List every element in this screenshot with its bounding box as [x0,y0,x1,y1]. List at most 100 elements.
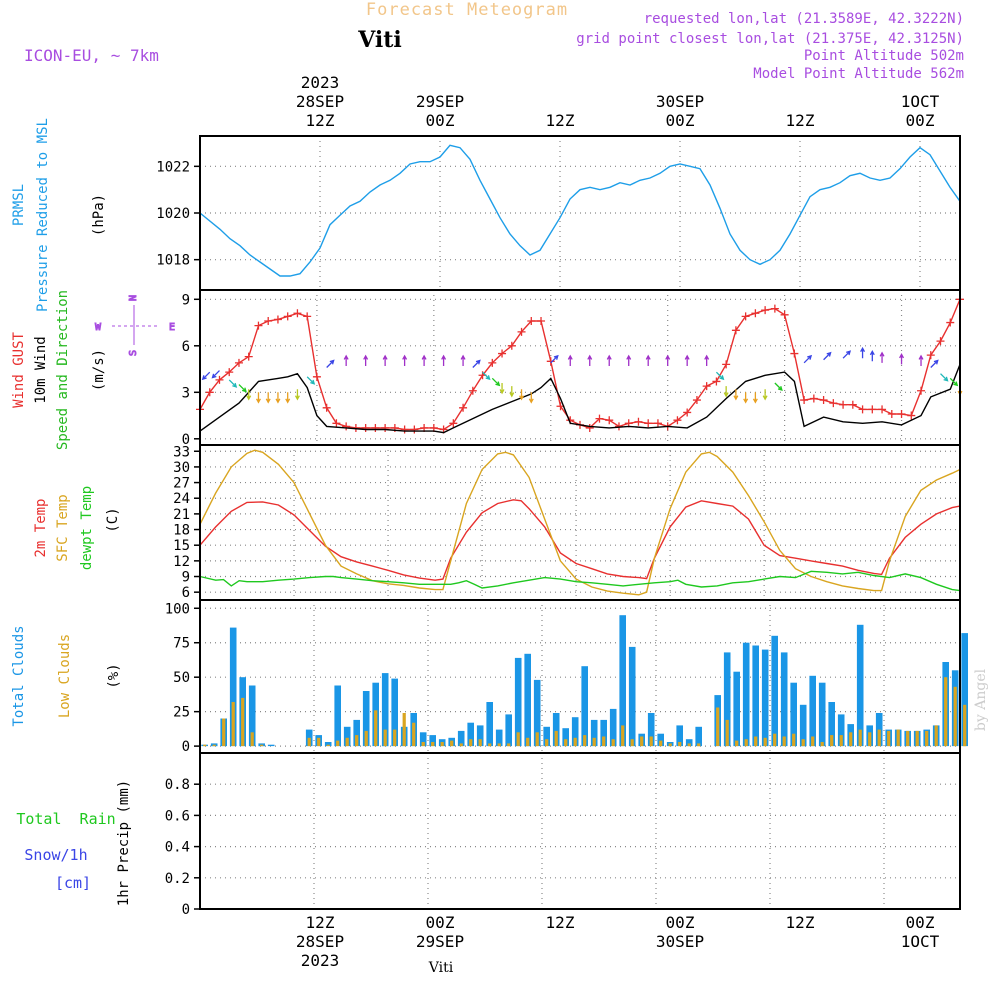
gust-marker [741,312,750,321]
total-cloud-bar [723,652,731,747]
low-cloud-bar [507,743,511,747]
gust-marker [381,423,390,432]
wind-arrow [441,354,447,366]
time-label: 12Z [786,913,815,932]
low-cloud-bar [431,742,435,747]
low-cloud-bar [839,735,843,747]
series-10m-wind [199,364,961,434]
wind-arrow [499,383,505,395]
y-tick-label: 0.8 [165,777,190,793]
total-cloud-bar [543,726,550,747]
total-cloud-bar [619,615,626,747]
total-cloud-bar [695,726,702,747]
wind-arrow [402,354,408,366]
closest-coords: grid point closest lon,lat (21.375E, 42.… [576,31,964,47]
wind-arrow [752,392,758,404]
low-cloud-bar [678,742,682,747]
y-tick-label: 0.6 [165,808,190,824]
low-cloud-bar [326,744,330,747]
total-cloud-bar [248,685,256,747]
y-tick-label: 9 [182,292,190,308]
total-cloud-bar [647,713,655,747]
gust-marker [244,352,253,361]
time-label: 29SEP [416,932,464,951]
wind-arrow [519,389,525,401]
wind-arrow [733,389,739,401]
time-label: 30SEP [656,92,704,111]
low-cloud-bar [364,730,368,747]
wind-arrow [949,377,959,387]
gust-marker [887,410,896,418]
gust-marker [839,400,848,409]
total-cloud-bar [457,730,465,747]
chart-title: Forecast Meteogram [366,0,568,20]
snow-unit-label: [cm] [55,874,91,892]
y-tick-label: 27 [173,476,190,492]
time-label: 2023 [301,73,340,92]
low-cloud-bar [469,739,473,747]
y-tick-label: 0 [182,432,190,448]
low-cloud-bar [497,743,501,747]
wind-arrow [228,379,238,388]
y-tick-label: 12 [173,554,190,570]
y-tick-label: 30 [173,460,190,476]
wind-arrow [879,351,885,363]
low-cloud-bar [231,702,235,747]
wind-arrow [238,384,247,393]
gust-marker [907,411,916,420]
temp-unit: (C) [105,507,121,532]
low-cloud-bar [393,729,397,747]
total-cloud-bar [581,666,588,747]
low-cloud-bar [222,718,226,747]
gust-marker [644,419,653,428]
wind-gust-label: Wind GUST [11,332,27,408]
low-cloud-bar [336,740,340,747]
gust-marker [322,403,331,412]
gust-marker [634,417,643,426]
low-cloud-bar [896,729,900,747]
low-cloud-bar [317,737,321,747]
y-tick-label: 3 [182,385,190,401]
low-cloud-bar [554,730,558,747]
gust-marker [264,317,273,325]
wind-arrow [482,371,491,381]
time-label: 29SEP [416,92,464,111]
total-cloud-bar [600,719,607,747]
pressure-unit: (hPa) [91,194,107,236]
compass-n: N [128,295,139,301]
y-tick-label: 0 [182,902,190,918]
total-cloud-bar [771,635,778,747]
low-cloud-bar [630,739,634,747]
y-tick-label: 0.2 [165,871,190,887]
time-label: 12Z [546,913,575,932]
low-cloud-bar [478,739,482,747]
y-tick-label: 0 [182,739,190,755]
low-cloud-bar [611,739,615,747]
low-cloud-bar [735,740,739,747]
prmsl-desc-label: Pressure Reduced to MSL [35,118,51,312]
total-clouds-label: Total Clouds [11,625,27,726]
time-label: 28SEP [296,92,344,111]
wind-arrow [294,389,300,401]
gust-marker [829,399,838,408]
gust-marker [692,396,701,405]
low-cloud-bar [450,740,454,747]
rain-total-label: Total Rain [16,810,115,828]
gust-marker [537,317,546,325]
low-cloud-bar [811,736,815,747]
gust-marker [488,358,497,367]
time-label: 00Z [426,913,455,932]
gust-marker [283,312,292,321]
total-cloud-bar [685,739,693,747]
series-sfc-temp [199,449,961,596]
total-cloud-bar [533,679,541,747]
y-tick-label: 33 [173,444,190,460]
time-label: 12Z [546,111,575,130]
y-tick-label: 18 [173,523,190,539]
gust-marker [410,425,419,434]
time-label: 00Z [666,913,695,932]
gust-marker [897,410,906,418]
gust-marker [653,419,662,428]
gust-marker [722,360,731,369]
